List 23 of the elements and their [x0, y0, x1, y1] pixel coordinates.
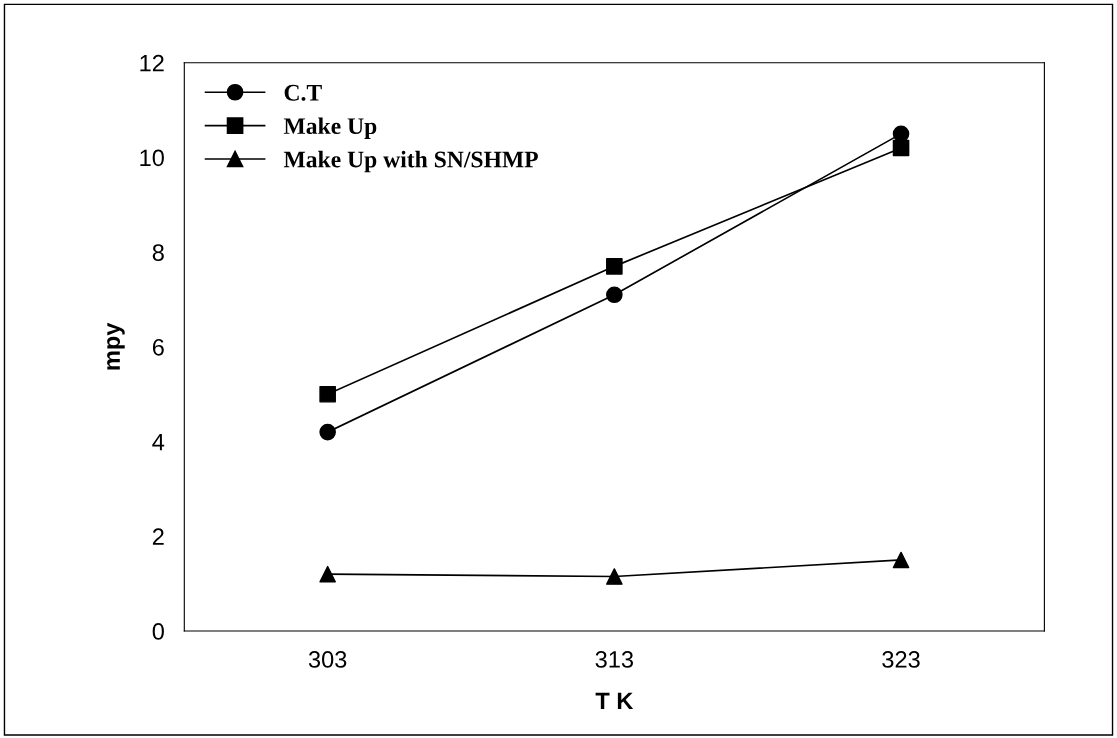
y-tick-label: 10 [140, 149, 164, 167]
x-tick-label: 313 [595, 651, 634, 668]
x-axis-title: T K [595, 692, 634, 709]
y-tick-label: 8 [152, 244, 164, 261]
point [892, 139, 910, 157]
legend-label: C.T [284, 84, 322, 101]
legend-label: Make Up [283, 117, 377, 139]
point [606, 286, 623, 304]
point [892, 551, 910, 569]
x-tick-label: 323 [882, 651, 920, 668]
y-axis-title: mpy [107, 322, 125, 370]
y-tick-label: 6 [152, 338, 164, 356]
point [319, 565, 336, 583]
point [319, 423, 336, 441]
point [319, 385, 336, 403]
point [606, 568, 623, 585]
legend-label: Make Up with SN/SHMP [283, 150, 538, 173]
y-tick-label: 4 [152, 433, 165, 451]
point [606, 258, 623, 275]
y-tick-label: 0 [152, 623, 164, 640]
x-tick-label: 303 [308, 651, 347, 668]
y-tick-label: 12 [140, 54, 164, 72]
y-tick-label: 2 [152, 528, 164, 545]
